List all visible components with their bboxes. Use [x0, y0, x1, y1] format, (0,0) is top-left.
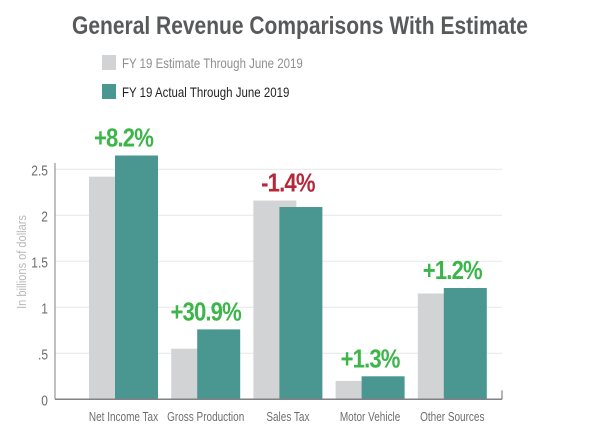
axes [54, 163, 503, 401]
legend: FY 19 Estimate Through June 2019 FY 19 A… [102, 55, 303, 100]
chart-title: General Revenue Comparisons With Estimat… [72, 11, 528, 39]
bar-actual [115, 155, 158, 400]
y-tick-label: 2.5 [31, 162, 48, 179]
x-category-label: Other Sources [420, 411, 485, 424]
y-axis-label: In billions of dollars [14, 215, 29, 309]
percent-change-label: +8.2% [94, 124, 153, 153]
percent-change-label: +1.2% [423, 256, 482, 285]
bars [89, 155, 487, 400]
y-tick-label: 1.5 [31, 254, 48, 271]
x-category-label: Net Income Tax [89, 411, 158, 424]
bar-actual [443, 287, 487, 400]
percent-change-label: +1.3% [341, 345, 400, 374]
x-category-label: Sales Tax [266, 411, 309, 424]
percent-change-label: -1.4% [261, 169, 315, 198]
y-tick-label: 0 [41, 392, 48, 409]
legend-swatch-estimate [102, 55, 116, 70]
bar-actual [197, 329, 241, 400]
legend-label-actual: FY 19 Actual Through June 2019 [122, 84, 289, 100]
x-category-label: Motor Vehicle [340, 411, 400, 424]
x-category-label: Gross Production [167, 411, 244, 424]
bar-actual [279, 207, 323, 400]
y-tick-label: 2 [41, 208, 48, 225]
y-tick-label: .5 [38, 346, 48, 363]
legend-swatch-actual [102, 84, 116, 99]
labels: 0 .5 1 1.5 2 2.5 Net Income Tax +8.2% Gross Prod… [31, 124, 484, 424]
y-tick-label: 1 [41, 300, 48, 317]
legend-label-estimate: FY 19 Estimate Through June 2019 [122, 55, 303, 71]
percent-change-label: +30.9% [170, 298, 241, 327]
bar-actual [361, 376, 405, 400]
